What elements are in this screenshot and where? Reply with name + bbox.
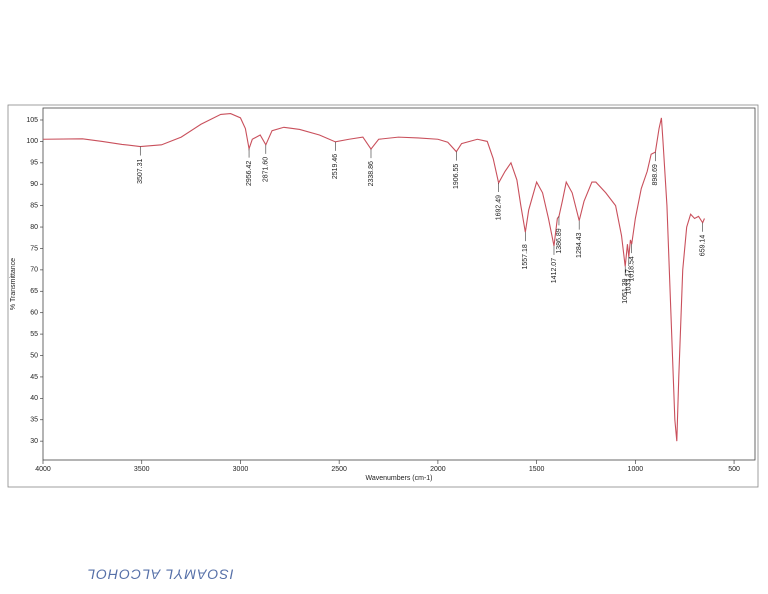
- peak-label: 3507.31: [137, 158, 144, 183]
- x-tick-label: 1500: [529, 466, 545, 473]
- peak-label: 2519.46: [332, 154, 339, 179]
- x-tick-label: 2000: [430, 466, 446, 473]
- x-tick-label: 3500: [134, 466, 150, 473]
- peak-label: 1386.89: [556, 228, 563, 253]
- y-tick-label: 65: [30, 288, 38, 295]
- peak-label: 2338.86: [368, 161, 375, 186]
- x-axis-label: Wavenumbers (cm-1): [365, 475, 432, 482]
- peak-label: 1412.07: [551, 258, 558, 283]
- y-tick-label: 80: [30, 224, 38, 231]
- y-tick-label: 60: [30, 310, 38, 317]
- peak-label: 1906.55: [453, 164, 460, 189]
- frame: [7, 104, 759, 488]
- y-tick-label: 85: [30, 202, 38, 209]
- peak-label: 1284.43: [576, 233, 583, 258]
- peak-label: 1557.18: [522, 244, 529, 269]
- x-tick-label: 3000: [233, 466, 249, 473]
- y-tick-label: 95: [30, 160, 38, 167]
- peak-label: 898.69: [652, 164, 659, 186]
- y-tick-label: 100: [26, 138, 38, 145]
- peak-label: 1051.39: [622, 278, 629, 303]
- x-tick-label: 4000: [35, 466, 51, 473]
- y-tick-label: 50: [30, 352, 38, 359]
- peak-label: 1018.54: [629, 256, 636, 281]
- y-axis-label: % Transmittance: [10, 258, 17, 310]
- peak-label: 1033.17: [626, 269, 633, 294]
- y-tick-label: 35: [30, 417, 38, 424]
- y-tick-label: 75: [30, 245, 38, 252]
- handwritten-note: ISOAMYL ALCOHOL: [86, 566, 233, 582]
- plot-area: [42, 107, 756, 461]
- x-tick-label: 1000: [628, 466, 644, 473]
- peak-label: 2956.42: [246, 161, 253, 186]
- y-tick-label: 55: [30, 331, 38, 338]
- peak-label: 2871.60: [263, 157, 270, 182]
- y-tick-label: 70: [30, 267, 38, 274]
- peak-label: 1692.49: [495, 195, 502, 220]
- y-tick-label: 90: [30, 181, 38, 188]
- y-tick-label: 30: [30, 438, 38, 445]
- y-tick-label: 40: [30, 395, 38, 402]
- spectrum-line: [42, 113, 705, 442]
- x-tick-label: 500: [728, 466, 740, 473]
- x-tick-label: 2500: [331, 466, 347, 473]
- y-tick-label: 105: [26, 117, 38, 124]
- peak-label: 659.14: [699, 235, 706, 257]
- y-tick-label: 45: [30, 374, 38, 381]
